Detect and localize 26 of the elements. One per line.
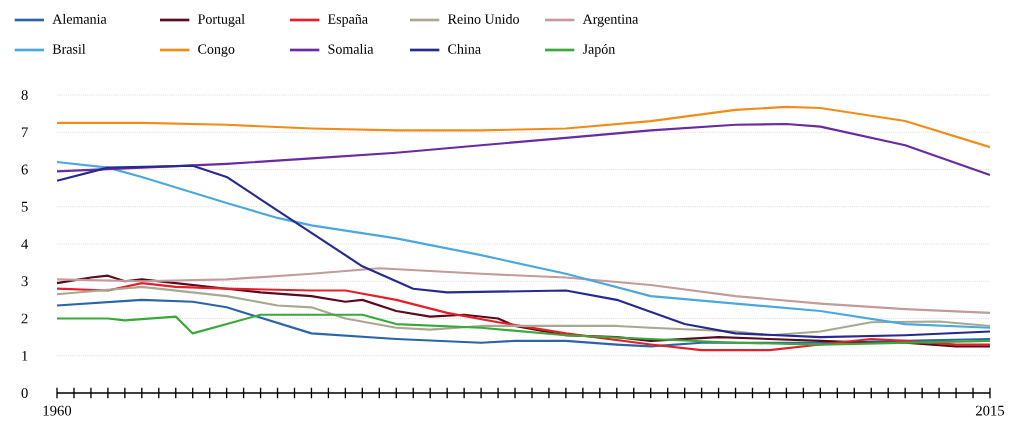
line-series (55, 282, 992, 352)
legend-label: Portugal (198, 13, 245, 27)
line-series (55, 105, 992, 149)
legend-label: Reino Unido (448, 13, 520, 24)
y-tick-label: 2 (21, 313, 28, 324)
legend-label: Argentina (582, 14, 639, 27)
y-tick-label: 0 (21, 388, 28, 398)
line-series (55, 122, 992, 177)
line-series (55, 298, 992, 348)
legend-label: Congo (198, 44, 235, 57)
y-tick-label: 4 (21, 239, 29, 249)
y-tick-label: 3 (21, 276, 28, 287)
legend-label: China (448, 43, 481, 54)
legend-label: Alemania (52, 13, 107, 24)
line-series (55, 267, 992, 314)
y-tick-label: 6 (21, 164, 28, 175)
legend-label: Somalia (328, 43, 374, 54)
y-tick-label: 8 (21, 90, 28, 100)
y-tick-label: 7 (21, 127, 28, 138)
legend-label: Japón (582, 43, 616, 57)
y-tick-label: 5 (21, 201, 28, 212)
x-tick-label: 2015 (975, 405, 1005, 416)
legend-label: España (328, 14, 368, 27)
y-tick-label: 1 (22, 350, 28, 361)
x-tick-label: 1960 (43, 405, 72, 416)
legend-label: Brasil (52, 43, 86, 54)
